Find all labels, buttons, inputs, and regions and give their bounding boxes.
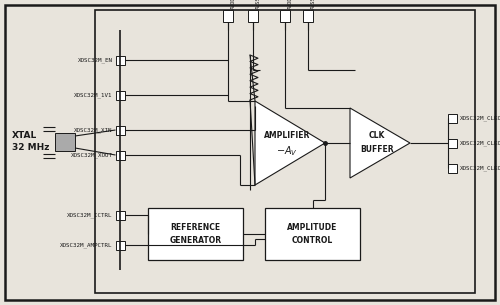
Bar [223, 10, 233, 22]
Text: AMPLIFIER: AMPLIFIER [264, 131, 310, 139]
Bar [265, 208, 360, 260]
Bar [248, 10, 258, 22]
Text: AVSS_XOSC32M: AVSS_XOSC32M [255, 0, 260, 9]
Bar [116, 241, 124, 249]
Bar [55, 133, 75, 151]
Bar [448, 113, 457, 123]
Polygon shape [255, 101, 325, 185]
Text: XOSC32M_ICTRL: XOSC32M_ICTRL [67, 212, 112, 218]
Text: XOSC32M_CLKOUT_ADC: XOSC32M_CLKOUT_ADC [460, 115, 500, 121]
Text: AVDD_XOSC32M: AVDD_XOSC32M [230, 0, 235, 9]
Text: AVSS_CLKBUFF: AVSS_CLKBUFF [310, 0, 316, 9]
Bar [148, 208, 243, 260]
Text: XOSC32M_EN: XOSC32M_EN [78, 57, 112, 63]
Bar [116, 150, 124, 160]
Bar [116, 125, 124, 135]
Bar [280, 10, 290, 22]
Text: XOSC32M_1V1: XOSC32M_1V1 [74, 92, 112, 98]
Text: 32 MHz: 32 MHz [12, 143, 50, 152]
Text: XOSC32M_CLKOUT_PLL: XOSC32M_CLKOUT_PLL [460, 140, 500, 146]
Text: XOSC32M_CLKOUT_DIG: XOSC32M_CLKOUT_DIG [460, 165, 500, 171]
Text: XTAL: XTAL [12, 131, 37, 139]
Text: CLK: CLK [369, 131, 385, 141]
Text: AVDD_CLKBUFF: AVDD_CLKBUFF [287, 0, 292, 9]
Bar [303, 10, 313, 22]
Text: XOSC32M_XIN: XOSC32M_XIN [74, 127, 112, 133]
Bar [448, 163, 457, 173]
Bar [116, 210, 124, 220]
Bar [116, 91, 124, 99]
Text: BUFFER: BUFFER [360, 145, 394, 155]
Text: REFERENCE: REFERENCE [170, 223, 220, 232]
Text: CONTROL: CONTROL [292, 236, 333, 245]
Text: GENERATOR: GENERATOR [170, 236, 222, 245]
Text: AMPLITUDE: AMPLITUDE [288, 223, 338, 232]
Bar [116, 56, 124, 64]
Bar [95, 10, 475, 293]
Text: XOSC32M_AMPCTRL: XOSC32M_AMPCTRL [60, 242, 112, 248]
Text: XOSC32M_XOUT: XOSC32M_XOUT [70, 152, 112, 158]
Polygon shape [350, 108, 410, 178]
Text: $-A_V$: $-A_V$ [276, 144, 298, 158]
Bar [448, 138, 457, 148]
